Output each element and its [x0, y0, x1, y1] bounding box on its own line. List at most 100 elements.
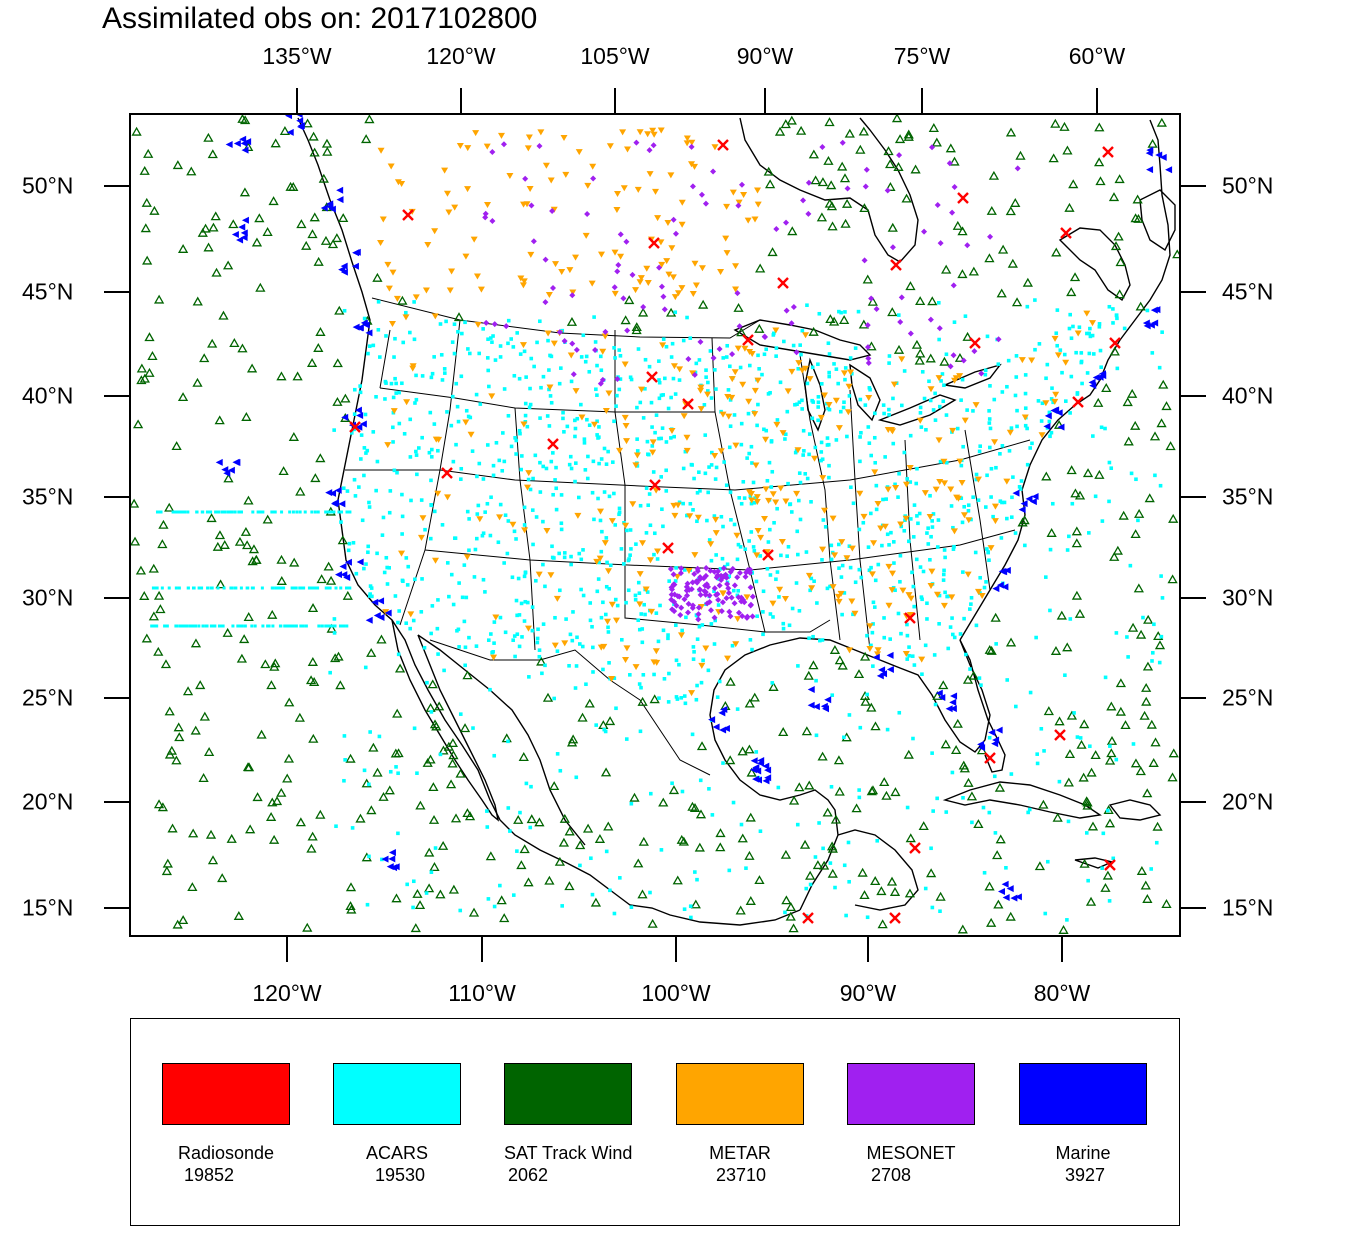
- acars-symbol: [380, 533, 385, 537]
- acars-symbol: [727, 445, 732, 450]
- acars-symbol: [725, 343, 730, 348]
- acars-symbol: [477, 461, 482, 466]
- acars-symbol: [940, 372, 945, 376]
- acars-symbol: [559, 366, 563, 370]
- metar-symbol: [732, 442, 740, 449]
- acars-symbol: [752, 549, 757, 553]
- metar-symbol: [1018, 357, 1026, 364]
- sat-track-wind-symbol: [879, 777, 890, 787]
- acars-symbol: [487, 384, 491, 389]
- acars-symbol: [697, 358, 702, 362]
- sat-track-wind-symbol: [962, 674, 974, 684]
- acars-symbol: [809, 500, 813, 504]
- acars-symbol: [489, 336, 493, 340]
- sat-track-wind-symbol: [267, 609, 278, 619]
- sat-track-wind-symbol: [968, 266, 979, 276]
- acars-symbol: [986, 550, 991, 555]
- acars-symbol: [573, 426, 578, 431]
- metar-symbol: [906, 611, 914, 618]
- acars-symbol: [779, 553, 783, 558]
- metar-symbol: [402, 314, 410, 321]
- acars-symbol: [429, 503, 434, 508]
- acars-symbol: [847, 879, 851, 884]
- acars-symbol: [367, 854, 371, 859]
- acars-symbol: [514, 438, 519, 443]
- acars-symbol: [214, 510, 218, 514]
- acars-symbol: [735, 557, 740, 562]
- marine-symbol: [244, 138, 252, 146]
- marine-symbol: [240, 234, 248, 242]
- acars-symbol: [666, 700, 671, 704]
- marine-symbol: [720, 706, 728, 714]
- marine-symbol: [1143, 322, 1151, 330]
- sat-track-wind-symbol: [694, 842, 705, 852]
- acars-symbol: [530, 605, 535, 609]
- metar-symbol: [739, 381, 747, 388]
- metar-symbol: [677, 632, 685, 639]
- acars-symbol: [502, 561, 506, 565]
- acars-symbol: [628, 673, 632, 677]
- metar-symbol: [870, 540, 878, 547]
- mesonet-symbol: [550, 285, 557, 292]
- acars-symbol: [345, 510, 349, 514]
- sat-track-wind-symbol: [870, 721, 881, 731]
- sat-track-wind-symbol: [903, 129, 914, 139]
- acars-symbol: [998, 499, 1003, 503]
- sat-track-wind-symbol: [840, 218, 851, 228]
- acars-symbol: [821, 846, 825, 851]
- metar-symbol: [667, 172, 675, 179]
- acars-symbol: [257, 510, 261, 514]
- acars-symbol: [345, 489, 350, 493]
- left-lat-label: 30°N: [22, 584, 74, 611]
- mesonet-symbol: [688, 586, 695, 593]
- acars-symbol: [887, 361, 891, 365]
- sat-track-wind-symbol: [153, 799, 165, 809]
- acars-symbol: [885, 727, 890, 732]
- metar-symbol: [658, 261, 666, 268]
- mesonet-symbol: [561, 338, 568, 345]
- acars-symbol: [677, 662, 681, 667]
- sat-track-wind-symbol: [780, 849, 792, 859]
- acars-symbol: [843, 310, 847, 314]
- acars-symbol: [506, 806, 511, 810]
- acars-symbol: [863, 403, 868, 407]
- acars-symbol: [362, 316, 367, 321]
- acars-symbol: [279, 586, 283, 590]
- sat-track-wind-symbol: [429, 862, 440, 871]
- mesonet-symbol: [720, 565, 727, 572]
- acars-symbol: [435, 626, 440, 631]
- sat-track-wind-symbol: [1112, 545, 1123, 555]
- acars-symbol: [220, 510, 224, 514]
- sat-track-wind-symbol: [218, 310, 229, 320]
- metar-symbol: [927, 582, 935, 589]
- acars-symbol: [419, 498, 424, 502]
- acars-symbol: [577, 551, 582, 556]
- sat-track-wind-symbol: [255, 282, 266, 292]
- mesonet-symbol: [934, 201, 941, 208]
- mesonet-symbol: [863, 166, 870, 173]
- acars-symbol: [691, 508, 695, 512]
- metar-symbol: [752, 462, 760, 469]
- acars-symbol: [925, 531, 929, 535]
- acars-symbol: [1047, 419, 1052, 424]
- acars-symbol: [912, 503, 917, 507]
- metar-symbol: [547, 572, 555, 579]
- sat-track-wind-symbol: [427, 679, 438, 689]
- marine-symbol: [807, 685, 815, 693]
- metar-symbol: [1021, 414, 1029, 421]
- sat-track-wind-symbol: [164, 749, 176, 759]
- sat-track-wind-symbol: [1070, 488, 1081, 498]
- sat-track-wind-symbol: [285, 181, 296, 191]
- acars-symbol: [903, 518, 907, 523]
- legend-count: 19852: [184, 1165, 235, 1185]
- metar-symbol: [885, 563, 893, 570]
- acars-symbol: [1090, 333, 1095, 338]
- acars-symbol: [291, 586, 295, 590]
- acars-symbol: [727, 868, 732, 873]
- metar-symbol: [524, 484, 532, 491]
- acars-symbol: [617, 387, 622, 392]
- acars-symbol: [600, 529, 604, 534]
- acars-symbol: [591, 459, 596, 464]
- acars-symbol: [550, 544, 554, 549]
- sat-track-wind-symbol: [313, 342, 324, 352]
